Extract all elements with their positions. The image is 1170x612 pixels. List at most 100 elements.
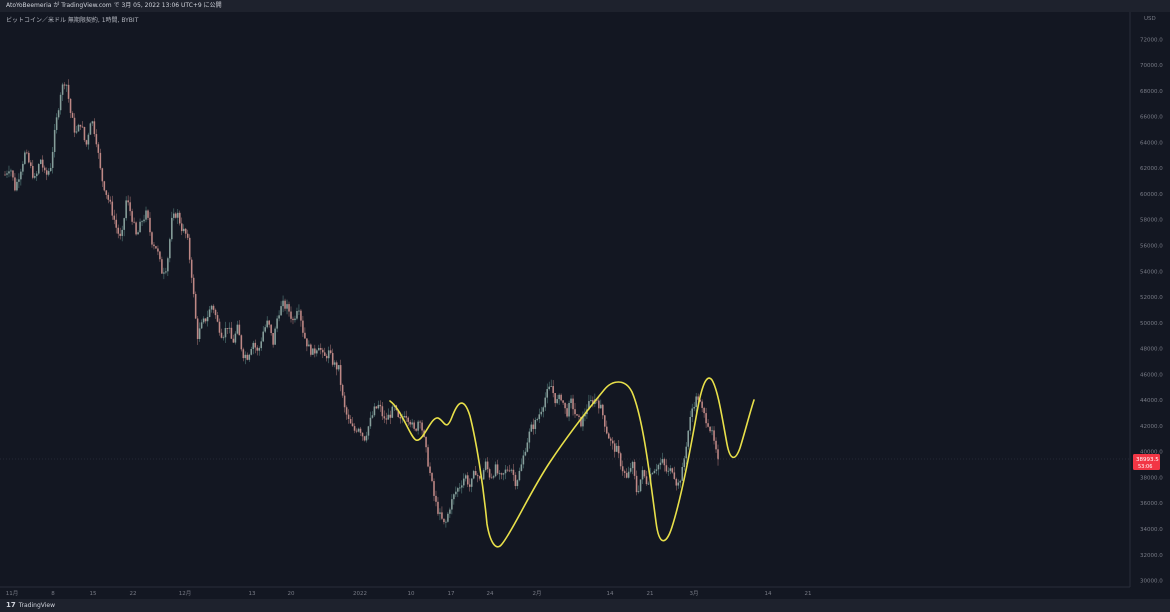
candle-body	[312, 348, 314, 355]
candle-body	[590, 400, 592, 402]
price-tick-label: 56000.0	[1140, 244, 1163, 250]
candle-body	[115, 219, 118, 228]
candle-body	[63, 84, 66, 86]
price-tick-label: 48000.0	[1140, 347, 1163, 353]
candle-body	[220, 332, 223, 338]
candle-body	[526, 442, 529, 452]
candle-body	[198, 328, 201, 339]
candle-body	[208, 309, 211, 317]
candle-body	[365, 435, 368, 441]
candle-body	[232, 338, 235, 343]
price-tick-label: 62000.0	[1140, 166, 1163, 172]
candle-body	[226, 328, 229, 329]
price-tick-label: 30000.0	[1140, 579, 1163, 585]
candle-body	[431, 473, 433, 482]
candle-body	[37, 164, 40, 174]
time-tick-label: 15	[90, 591, 97, 597]
candle-body	[373, 406, 376, 416]
candle-body	[254, 342, 257, 348]
candle-body	[572, 398, 574, 410]
candle-body	[218, 321, 221, 333]
candle-body	[580, 416, 582, 427]
candle-body	[389, 414, 392, 418]
price-chart[interactable]: 72000.0 70000.0 68000.0 66000.0 64000.0 62000…	[0, 12, 1170, 599]
candle-body	[576, 414, 578, 416]
candle-body	[117, 227, 120, 234]
candle-body	[645, 476, 648, 485]
candle-body	[224, 328, 227, 338]
candle-body	[270, 324, 272, 334]
candle-body	[379, 404, 382, 407]
time-tick-label: 11月	[6, 590, 19, 597]
candle-body	[524, 451, 527, 456]
candle-body	[145, 210, 147, 220]
candle-body	[32, 165, 34, 178]
candle-body	[101, 168, 104, 182]
price-tick-label: 46000.0	[1140, 372, 1163, 378]
candle-body	[457, 488, 459, 492]
candle-body	[623, 471, 626, 473]
candle-body	[298, 310, 300, 312]
candle-body	[621, 466, 624, 472]
candle-body	[584, 414, 586, 417]
candle-body	[216, 315, 219, 322]
candle-body	[359, 428, 362, 433]
candle-body	[482, 470, 485, 480]
last-price-text: 38993.5	[1136, 457, 1159, 463]
candle-body	[210, 305, 213, 310]
candle-body	[161, 259, 163, 274]
candle-body	[196, 318, 199, 339]
candle-body	[556, 399, 558, 404]
candle-body	[236, 324, 239, 334]
tradingview-logo[interactable]: 17 TradingView	[6, 601, 55, 609]
candle-body	[566, 408, 568, 417]
candle-body	[605, 426, 608, 434]
candle-body	[347, 414, 350, 419]
time-tick-label: 2月	[533, 590, 542, 597]
candle-body	[260, 341, 263, 349]
candle-body	[157, 248, 159, 252]
price-tick-label: 40000.0	[1140, 450, 1163, 456]
candle-body	[681, 467, 684, 481]
candle-body	[560, 394, 562, 401]
candle-body	[570, 398, 572, 404]
candle-body	[240, 335, 243, 350]
candle-body	[57, 110, 60, 118]
candle-body	[478, 476, 481, 479]
candle-body	[542, 407, 545, 412]
candle-body	[186, 233, 189, 238]
candle-body	[405, 416, 407, 418]
price-tick-label: 44000.0	[1140, 398, 1163, 404]
time-axis[interactable]: 11月 8 15 22 12月 13 20 2022 10 17 24 2月 14 21 3月 14 21	[0, 586, 1130, 597]
candle-body	[635, 475, 638, 493]
candle-body	[47, 171, 50, 175]
candle-body	[109, 199, 112, 202]
candle-body	[355, 430, 358, 432]
yellow-annotation-curve	[389, 377, 755, 548]
candle-body	[522, 455, 525, 465]
candle-body	[361, 432, 364, 437]
candle-body	[619, 453, 622, 467]
candle-body	[282, 300, 284, 307]
candle-body	[415, 428, 417, 431]
candle-body	[709, 426, 711, 432]
price-tick-label: 70000.0	[1140, 63, 1163, 69]
candle-body	[89, 123, 92, 135]
candle-body	[129, 202, 131, 212]
candle-body	[574, 409, 576, 415]
candle-body	[629, 468, 632, 472]
candle-body	[641, 470, 644, 480]
candle-body	[520, 464, 523, 471]
candle-body	[16, 181, 18, 191]
candle-body	[413, 422, 415, 429]
candle-body	[582, 416, 584, 427]
candle-body	[409, 421, 411, 425]
candle-body	[99, 152, 102, 169]
candle-body	[93, 121, 96, 135]
price-tick-label: 60000.0	[1140, 192, 1163, 198]
candle-body	[536, 419, 539, 420]
candle-body	[667, 470, 670, 472]
candle-body	[135, 222, 137, 235]
price-axis[interactable]: 72000.0 70000.0 68000.0 66000.0 64000.0 62000…	[1129, 12, 1163, 587]
candle-body	[173, 213, 175, 218]
